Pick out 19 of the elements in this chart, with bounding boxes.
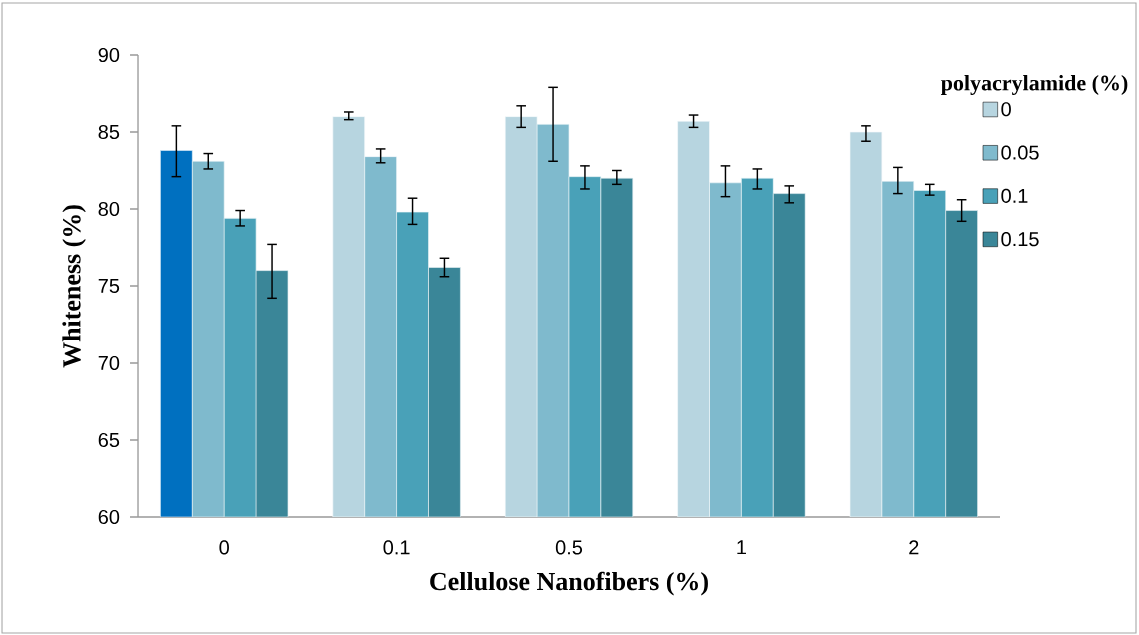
x-axis-title: Cellulose Nanofibers (%)	[430, 571, 708, 596]
legend-label: 0	[1001, 102, 1011, 117]
x-tick-label: 0.5	[555, 540, 583, 555]
x-tick-label: 0.1	[383, 540, 410, 555]
x-tick-label: 2	[909, 540, 919, 555]
legend-label: 0.05	[1001, 145, 1039, 160]
x-tick-label: 1	[737, 540, 746, 555]
y-tick-label: 60	[98, 509, 120, 525]
x-tick-label: 0	[219, 540, 229, 555]
y-tick-label: 75	[98, 279, 120, 293]
y-tick-label: 65	[98, 432, 120, 448]
legend-title: polyacrylamide (%)	[940, 74, 1128, 95]
legend-label: 0.1	[1001, 188, 1028, 203]
legend-label: 0.15	[1001, 232, 1039, 247]
y-axis-title: Whiteness (%)	[62, 205, 86, 368]
y-tick-label: 85	[98, 124, 120, 140]
y-tick-label: 90	[98, 47, 120, 63]
y-tick-label: 80	[98, 201, 120, 217]
y-tick-label: 70	[98, 355, 120, 371]
